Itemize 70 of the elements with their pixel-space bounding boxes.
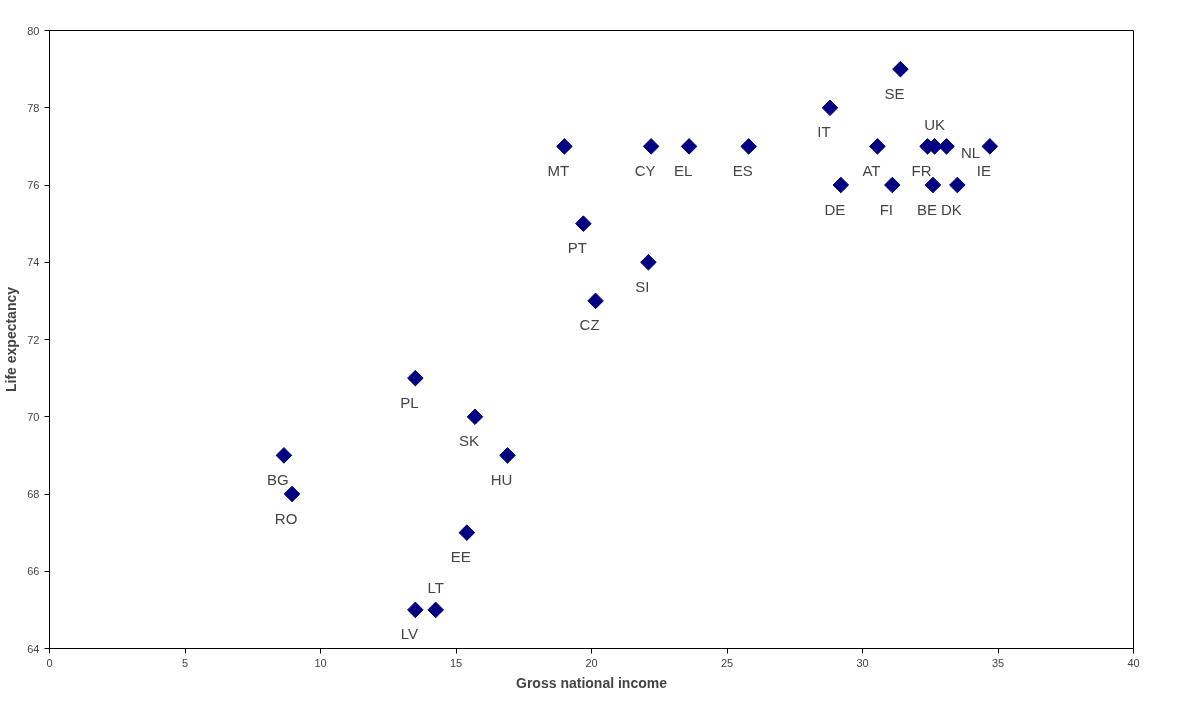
x-tick-label: 25: [720, 656, 734, 669]
point: [407, 369, 424, 387]
point: [832, 176, 850, 194]
point: [466, 408, 484, 426]
annotation: UK: [924, 115, 946, 133]
annotation: LT: [427, 579, 444, 597]
y-axis-title: Life expectancy: [3, 286, 20, 393]
x-tick-label: 10: [314, 656, 327, 669]
annotation: EE: [450, 548, 471, 566]
x-tick-label: 0: [46, 656, 53, 669]
annotation: FR: [911, 161, 932, 179]
x-tick-label: 5: [181, 656, 189, 669]
y-tick-label: 68: [27, 488, 40, 500]
x-tick-label: 30: [856, 656, 869, 669]
y-tick-label: 76: [27, 179, 40, 191]
annotation: SI: [635, 277, 650, 295]
point: [556, 138, 573, 155]
y-tick-label: 64: [27, 642, 40, 655]
x-tick-label: 40: [1127, 656, 1140, 669]
annotation: CY: [634, 161, 656, 179]
point: [938, 138, 955, 155]
y-tick-label: 74: [27, 256, 40, 269]
annotation: LV: [400, 625, 418, 643]
annotation: IE: [976, 161, 991, 179]
x-tick-label: 35: [991, 656, 1005, 669]
annotation: BG: [267, 470, 289, 488]
point: [642, 138, 660, 155]
annotation: NL: [960, 143, 981, 161]
annotation: SE: [884, 84, 905, 102]
point: [821, 99, 839, 117]
annotation: DE: [824, 200, 846, 218]
annotation: DK: [940, 200, 962, 218]
point: [740, 138, 757, 155]
point: [892, 60, 909, 78]
y-tick-label: 80: [27, 24, 40, 37]
point: [924, 176, 942, 194]
annotation: PL: [400, 393, 419, 411]
point: [869, 138, 886, 155]
annotation: BE: [916, 200, 937, 218]
y-tick-label: 78: [27, 101, 40, 114]
point: [407, 601, 424, 619]
point: [884, 176, 901, 194]
point: [427, 601, 444, 619]
annotation: PT: [567, 239, 587, 257]
point: [640, 253, 657, 271]
y-tick-label: 66: [27, 565, 40, 578]
point: [587, 292, 604, 310]
point: [275, 447, 293, 464]
x-tick-label: 20: [585, 656, 598, 669]
point: [981, 138, 999, 155]
y-tick-label: 72: [27, 333, 40, 346]
annotation: FI: [879, 200, 893, 218]
annotation: CZ: [579, 316, 600, 334]
point: [575, 215, 592, 232]
point: [499, 447, 516, 464]
annotation: AT: [862, 161, 881, 179]
annotation: EL: [673, 161, 693, 179]
annotation: IT: [817, 123, 831, 141]
point: [680, 138, 698, 155]
point: [283, 485, 301, 503]
point: [949, 176, 966, 194]
y-tick-label: 70: [27, 410, 40, 423]
annotation: SK: [458, 432, 479, 450]
x-axis-title: Gross national income: [516, 674, 668, 691]
x-tick-label: 15: [449, 656, 463, 669]
annotation: MT: [547, 161, 570, 179]
point: [458, 524, 476, 541]
annotation: ES: [732, 161, 753, 179]
annotation: HU: [490, 470, 513, 488]
annotation: RO: [274, 509, 298, 527]
